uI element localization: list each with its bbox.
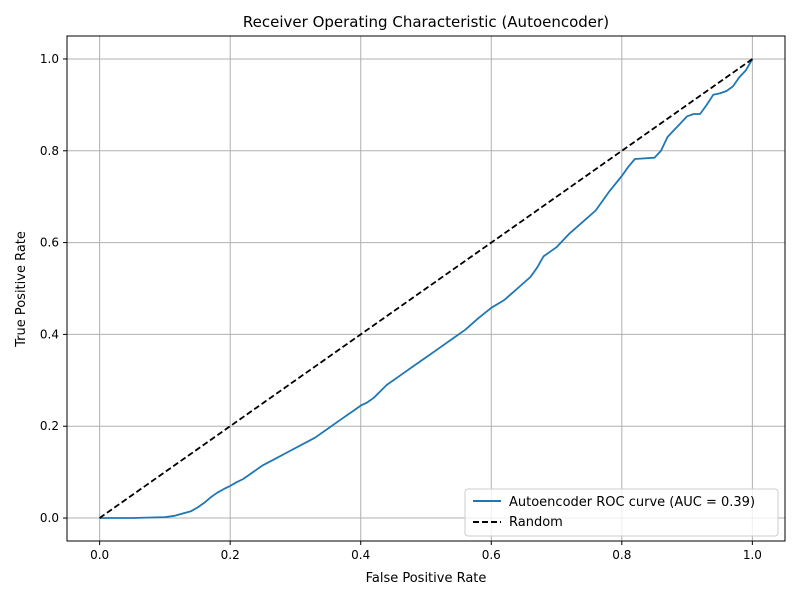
roc-curve-line xyxy=(99,58,754,519)
x-tick-label: 0.6 xyxy=(482,548,501,562)
grid-lines xyxy=(67,36,785,541)
random-baseline-line xyxy=(99,58,753,519)
legend-label-roc: Autoencoder ROC curve (AUC = 0.39) xyxy=(509,495,755,510)
legend-box xyxy=(464,488,779,537)
y-tick-label: 0.8 xyxy=(40,144,59,158)
y-axis-label: True Positive Rate xyxy=(14,231,29,348)
y-tick-label: 0.0 xyxy=(40,511,59,525)
plot-frame xyxy=(66,35,786,542)
x-tick-label: 1.0 xyxy=(743,548,762,562)
legend-label-random: Random xyxy=(509,515,563,530)
series-lines xyxy=(99,58,754,519)
axis-ticks: 0.0 0.2 0.4 0.6 0.8 1.0 0.0 0.2 0.4 0.6 0.8 1.0 xyxy=(40,52,762,562)
legend: Autoencoder ROC curve (AUC = 0.39) Rando… xyxy=(464,488,779,537)
y-tick-label: 0.6 xyxy=(40,236,59,250)
x-tick-label: 0.8 xyxy=(612,548,631,562)
chart-title: Receiver Operating Characteristic (Autoe… xyxy=(243,13,609,31)
y-tick-label: 0.2 xyxy=(40,419,59,433)
x-tick-label: 0.2 xyxy=(221,548,240,562)
x-tick-label: 0.4 xyxy=(351,548,370,562)
x-tick-label: 0.0 xyxy=(90,548,109,562)
x-axis-label: False Positive Rate xyxy=(366,571,487,586)
y-tick-label: 0.4 xyxy=(40,327,59,341)
y-tick-label: 1.0 xyxy=(40,52,59,66)
